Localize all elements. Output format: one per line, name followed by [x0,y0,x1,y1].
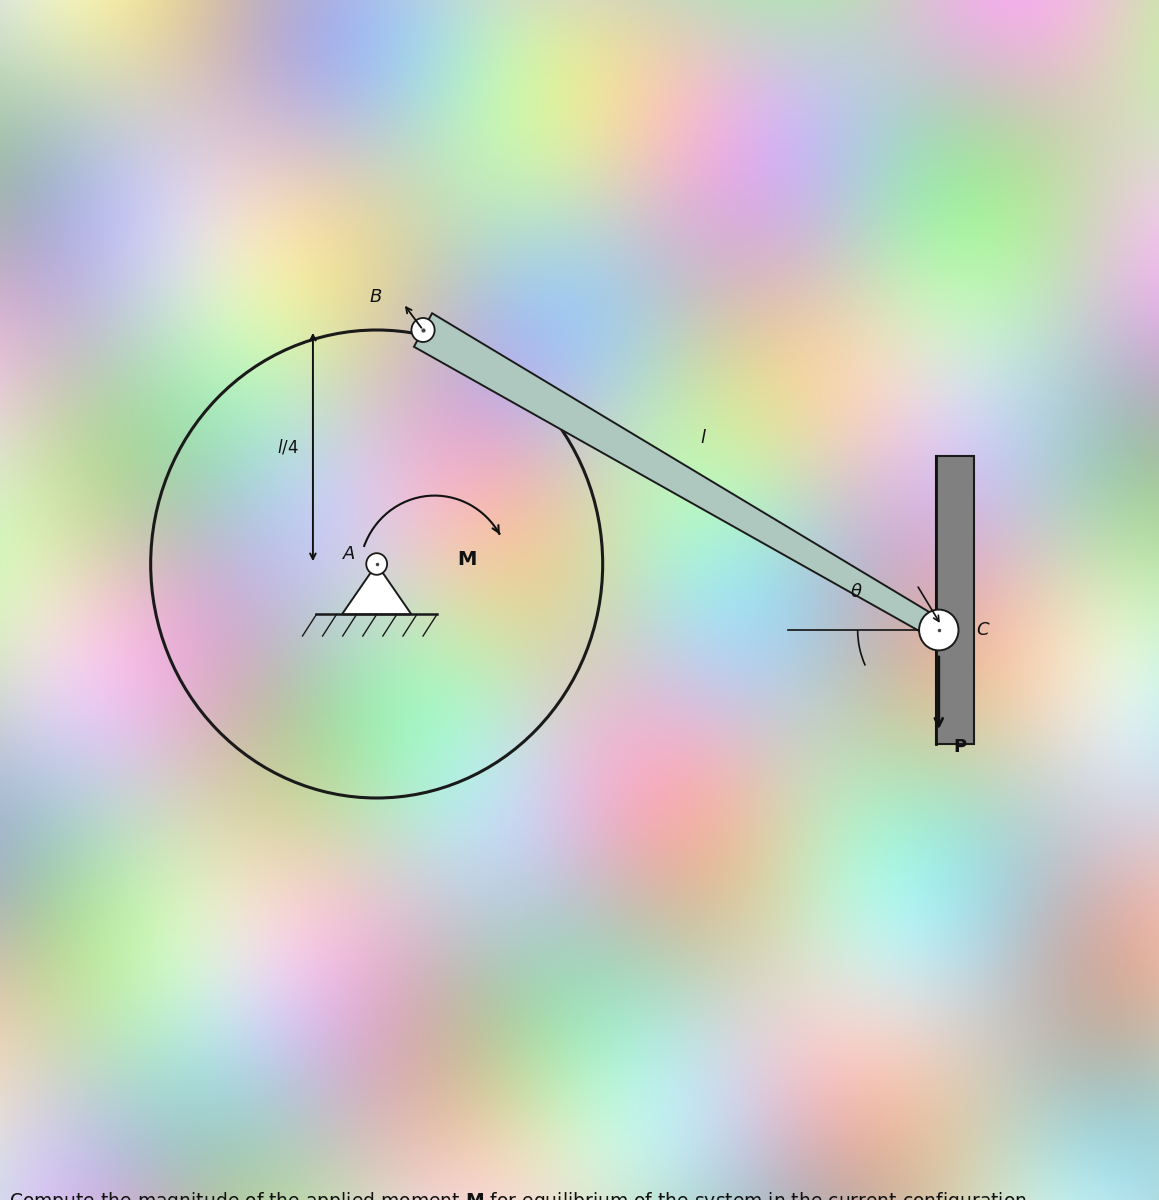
Text: $\mathbf{M}$: $\mathbf{M}$ [457,550,476,569]
Circle shape [919,610,958,650]
Text: $A$: $A$ [342,545,356,563]
Text: $\theta$: $\theta$ [850,582,862,600]
Text: $B$: $B$ [370,288,382,306]
Text: Compute the magnitude of the applied moment $\mathbf{M}$ for equilibrium of the : Compute the magnitude of the applied mom… [9,1190,1027,1200]
Text: $\mathit{l}/4$: $\mathit{l}/4$ [277,438,299,456]
Circle shape [411,318,435,342]
Text: $\mathit{l}$: $\mathit{l}$ [700,430,707,448]
Polygon shape [342,564,411,614]
Text: $C$: $C$ [976,622,991,638]
Bar [936,456,974,744]
Circle shape [366,553,387,575]
Polygon shape [414,313,943,640]
Text: $\mathbf{P}$: $\mathbf{P}$ [953,738,967,756]
